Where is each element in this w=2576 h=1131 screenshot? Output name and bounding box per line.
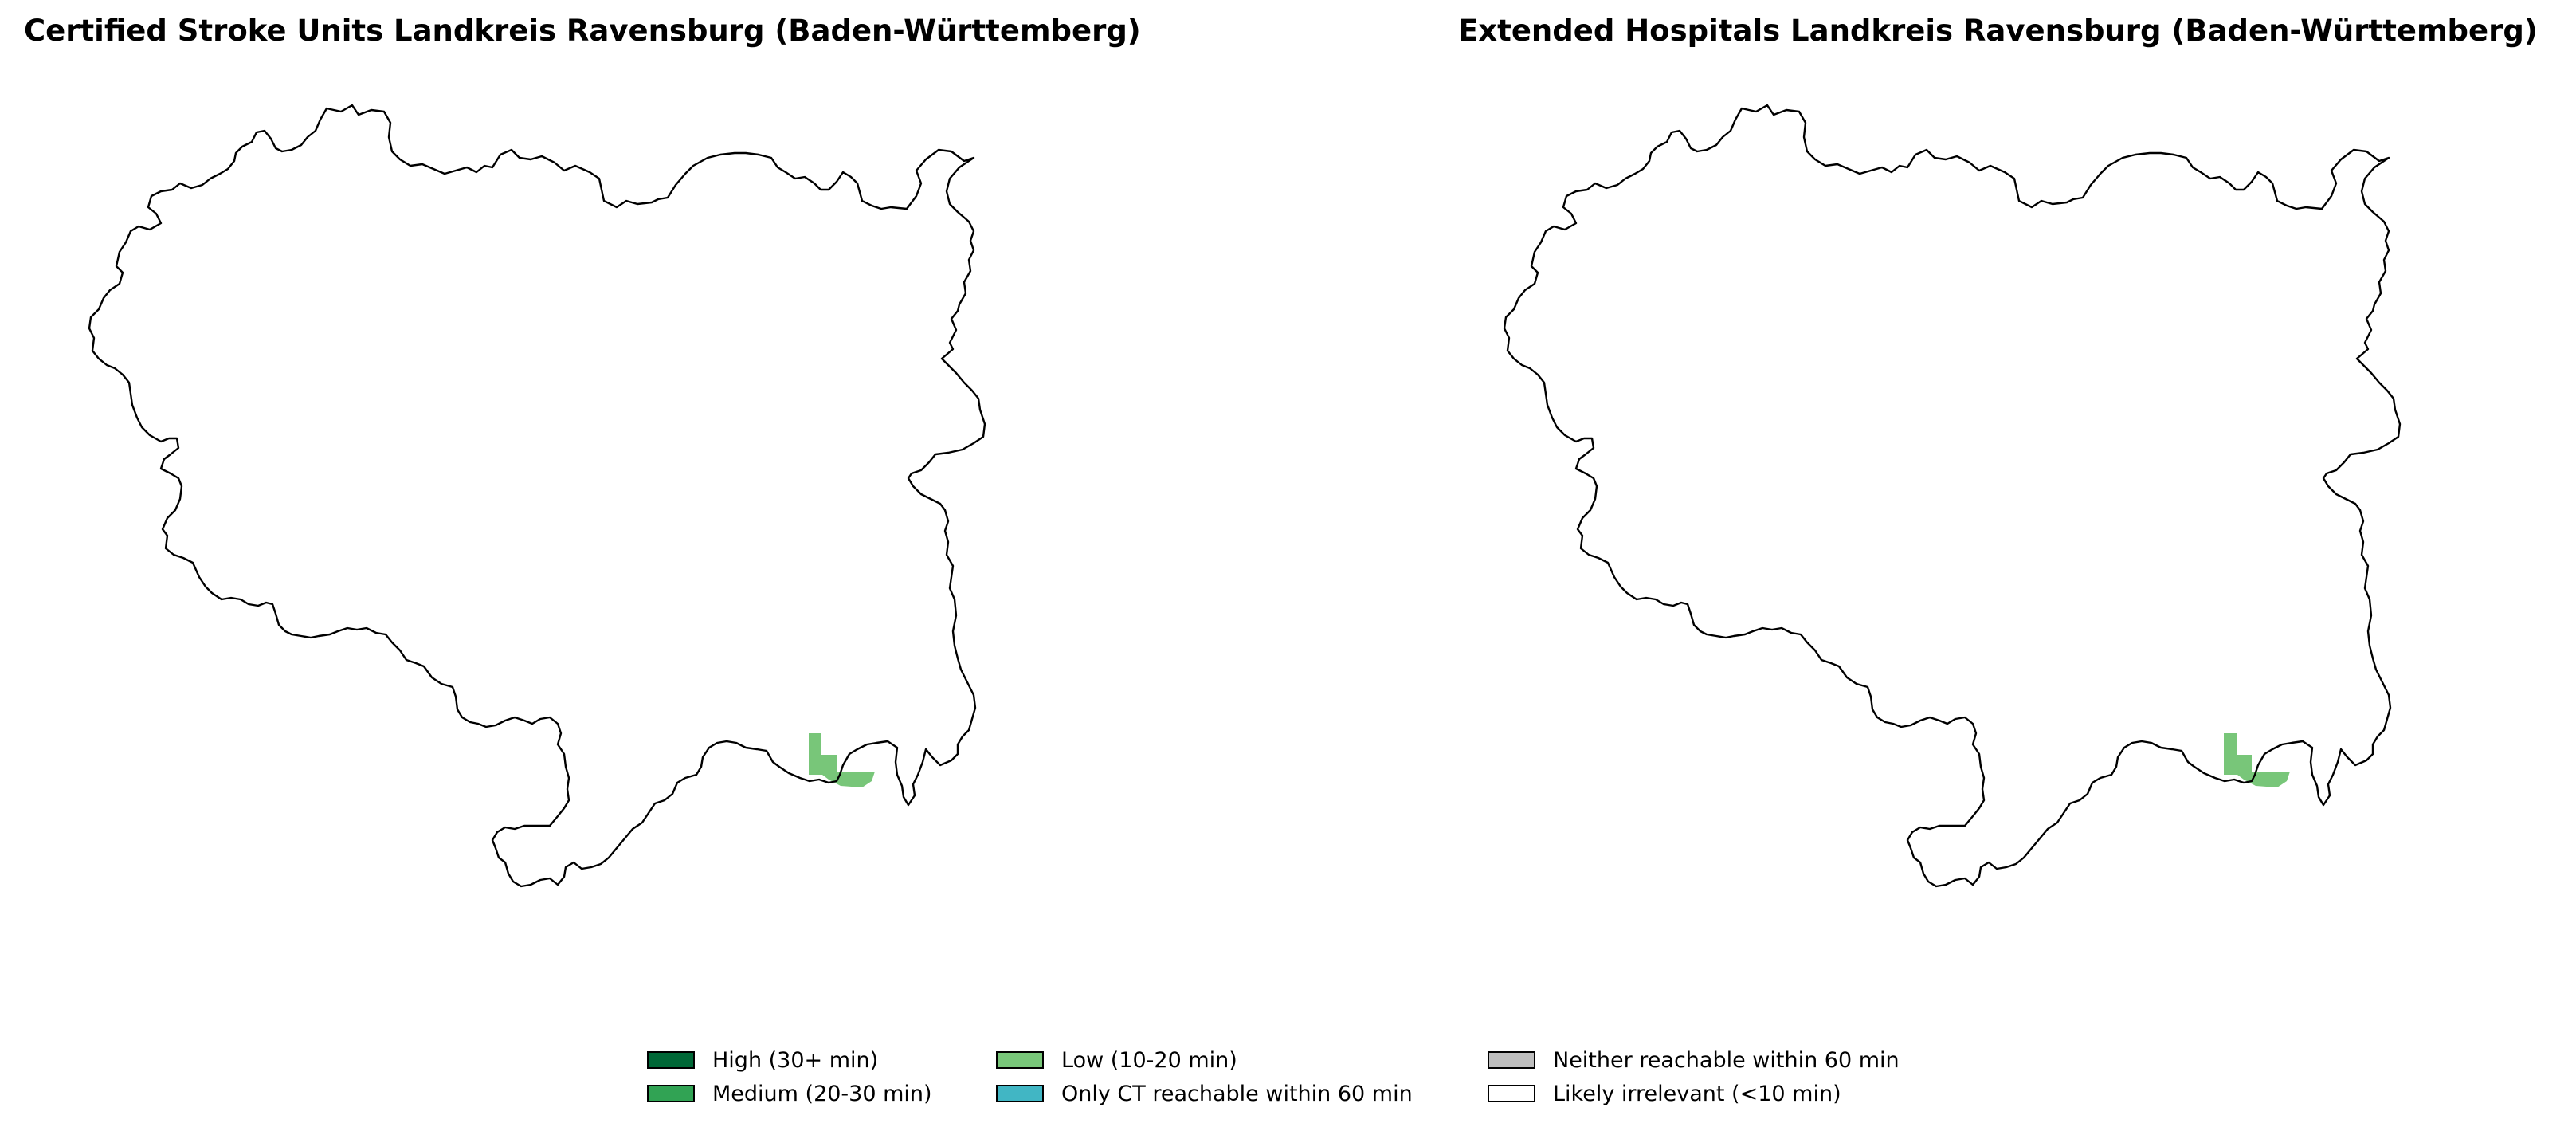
panel-title-extended-hospitals: Extended Hospitals Landkreis Ravensburg … xyxy=(1458,14,2538,48)
low-cell-region xyxy=(2224,733,2290,787)
legend-swatch-medium xyxy=(647,1085,695,1102)
legend-item-irrelevant: Likely irrelevant (<10 min) xyxy=(1488,1082,1841,1105)
legend-item-neither: Neither reachable within 60 min xyxy=(1488,1048,1900,1072)
low-cell-region xyxy=(809,733,875,787)
legend-label-high: High (30+ min) xyxy=(712,1047,879,1073)
district-boundary xyxy=(1503,104,2402,888)
legend-swatch-only-ct xyxy=(996,1085,1044,1102)
legend-item-high: High (30+ min) xyxy=(647,1048,878,1072)
map-certified-stroke-units xyxy=(88,96,1123,909)
legend-item-low: Low (10-20 min) xyxy=(996,1048,1237,1072)
legend-label-irrelevant: Likely irrelevant (<10 min) xyxy=(1553,1081,1841,1106)
legend-label-medium: Medium (20-30 min) xyxy=(712,1081,932,1106)
legend-item-only-ct: Only CT reachable within 60 min xyxy=(996,1082,1413,1105)
legend-label-only-ct: Only CT reachable within 60 min xyxy=(1061,1081,1413,1106)
legend-swatch-irrelevant xyxy=(1488,1085,1535,1102)
map-extended-hospitals xyxy=(1503,96,2539,909)
legend-swatch-high xyxy=(647,1051,695,1069)
legend-label-low: Low (10-20 min) xyxy=(1061,1047,1237,1073)
panel-title-certified-stroke-units: Certified Stroke Units Landkreis Ravensb… xyxy=(24,14,1141,48)
legend-label-neither: Neither reachable within 60 min xyxy=(1553,1047,1900,1073)
map-legend: High (30+ min) Medium (20-30 min) Low (1… xyxy=(647,1048,1938,1128)
legend-swatch-neither xyxy=(1488,1051,1535,1069)
district-boundary xyxy=(88,104,986,888)
legend-swatch-low xyxy=(996,1051,1044,1069)
legend-item-medium: Medium (20-30 min) xyxy=(647,1082,932,1105)
